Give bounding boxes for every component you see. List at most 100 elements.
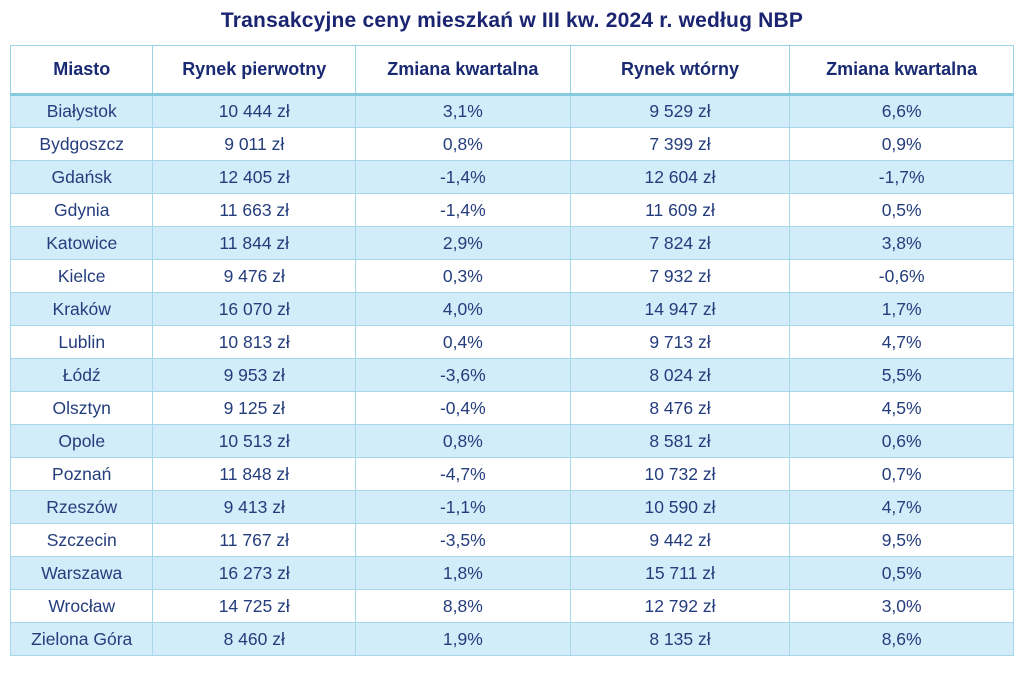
column-header-secondary-market: Rynek wtórny bbox=[569, 45, 791, 97]
quarterly-change-primary-cell: 3,1% bbox=[355, 94, 571, 129]
city-cell: Kraków bbox=[9, 292, 154, 327]
secondary-market-cell: 15 711 zł bbox=[569, 556, 791, 591]
quarterly-change-primary-cell: -4,7% bbox=[355, 457, 571, 492]
secondary-market-cell: 7 824 zł bbox=[569, 226, 791, 261]
quarterly-change-primary-cell: -1,4% bbox=[355, 160, 571, 195]
primary-market-cell: 8 460 zł bbox=[152, 622, 357, 657]
table-row: Białystok 10 444 zł 3,1% 9 529 zł 6,6% bbox=[9, 94, 1014, 129]
quarterly-change-secondary-cell: 0,9% bbox=[789, 127, 1014, 162]
secondary-market-cell: 8 135 zł bbox=[569, 622, 791, 657]
secondary-market-cell: 12 792 zł bbox=[569, 589, 791, 624]
city-cell: Wrocław bbox=[9, 589, 154, 624]
primary-market-cell: 9 413 zł bbox=[152, 490, 357, 525]
quarterly-change-secondary-cell: -0,6% bbox=[789, 259, 1014, 294]
table-header: Miasto Rynek pierwotny Zmiana kwartalna Ryn… bbox=[9, 45, 1014, 97]
table-body: Białystok 10 444 zł 3,1% 9 529 zł 6,6% Bydgos… bbox=[9, 94, 1014, 657]
quarterly-change-secondary-cell: 0,6% bbox=[789, 424, 1014, 459]
quarterly-change-secondary-cell: 0,5% bbox=[789, 556, 1014, 591]
quarterly-change-secondary-cell: 0,7% bbox=[789, 457, 1014, 492]
table-row: Olsztyn 9 125 zł -0,4% 8 476 zł 4,5% bbox=[9, 391, 1014, 426]
quarterly-change-primary-cell: 0,8% bbox=[355, 424, 571, 459]
city-cell: Szczecin bbox=[9, 523, 154, 558]
secondary-market-cell: 8 476 zł bbox=[569, 391, 791, 426]
quarterly-change-primary-cell: 0,4% bbox=[355, 325, 571, 360]
quarterly-change-primary-cell: -0,4% bbox=[355, 391, 571, 426]
city-cell: Zielona Góra bbox=[9, 622, 154, 657]
primary-market-cell: 11 844 zł bbox=[152, 226, 357, 261]
primary-market-cell: 11 767 zł bbox=[152, 523, 357, 558]
quarterly-change-secondary-cell: 3,0% bbox=[789, 589, 1014, 624]
primary-market-cell: 10 813 zł bbox=[152, 325, 357, 360]
city-cell: Warszawa bbox=[9, 556, 154, 591]
city-cell: Poznań bbox=[9, 457, 154, 492]
quarterly-change-secondary-cell: -1,7% bbox=[789, 160, 1014, 195]
quarterly-change-primary-cell: 1,8% bbox=[355, 556, 571, 591]
city-cell: Gdańsk bbox=[9, 160, 154, 195]
quarterly-change-secondary-cell: 6,6% bbox=[789, 94, 1014, 129]
quarterly-change-primary-cell: -3,6% bbox=[355, 358, 571, 393]
primary-market-cell: 16 273 zł bbox=[152, 556, 357, 591]
city-cell: Kielce bbox=[9, 259, 154, 294]
city-cell: Lublin bbox=[9, 325, 154, 360]
page-title: Transakcyjne ceny mieszkań w III kw. 202… bbox=[220, 9, 804, 32]
quarterly-change-primary-cell: -1,1% bbox=[355, 490, 571, 525]
secondary-market-cell: 11 609 zł bbox=[569, 193, 791, 228]
table-row: Łódź 9 953 zł -3,6% 8 024 zł 5,5% bbox=[9, 358, 1014, 393]
city-cell: Olsztyn bbox=[9, 391, 154, 426]
secondary-market-cell: 9 713 zł bbox=[569, 325, 791, 360]
secondary-market-cell: 9 529 zł bbox=[569, 94, 791, 129]
quarterly-change-primary-cell: 0,3% bbox=[355, 259, 571, 294]
table-row: Gdynia 11 663 zł -1,4% 11 609 zł 0,5% bbox=[9, 193, 1014, 228]
quarterly-change-secondary-cell: 9,5% bbox=[789, 523, 1014, 558]
table-row: Lublin 10 813 zł 0,4% 9 713 zł 4,7% bbox=[9, 325, 1014, 360]
primary-market-cell: 9 125 zł bbox=[152, 391, 357, 426]
quarterly-change-secondary-cell: 4,7% bbox=[789, 490, 1014, 525]
primary-market-cell: 9 011 zł bbox=[152, 127, 357, 162]
column-header-primary-market: Rynek pierwotny bbox=[152, 45, 357, 97]
quarterly-change-primary-cell: -1,4% bbox=[355, 193, 571, 228]
city-cell: Rzeszów bbox=[9, 490, 154, 525]
price-table: Miasto Rynek pierwotny Zmiana kwartalna Ryn… bbox=[9, 45, 1014, 657]
quarterly-change-primary-cell: 4,0% bbox=[355, 292, 571, 327]
table-row: Poznań 11 848 zł -4,7% 10 732 zł 0,7% bbox=[9, 457, 1014, 492]
quarterly-change-primary-cell: 0,8% bbox=[355, 127, 571, 162]
secondary-market-cell: 10 590 zł bbox=[569, 490, 791, 525]
table-row: Szczecin 11 767 zł -3,5% 9 442 zł 9,5% bbox=[9, 523, 1014, 558]
column-header-city: Miasto bbox=[9, 45, 154, 97]
primary-market-cell: 9 953 zł bbox=[152, 358, 357, 393]
table-row: Katowice 11 844 zł 2,9% 7 824 zł 3,8% bbox=[9, 226, 1014, 261]
city-cell: Bydgoszcz bbox=[9, 127, 154, 162]
secondary-market-cell: 8 024 zł bbox=[569, 358, 791, 393]
city-cell: Łódź bbox=[9, 358, 154, 393]
city-cell: Gdynia bbox=[9, 193, 154, 228]
primary-market-cell: 16 070 zł bbox=[152, 292, 357, 327]
quarterly-change-secondary-cell: 4,7% bbox=[789, 325, 1014, 360]
secondary-market-cell: 10 732 zł bbox=[569, 457, 791, 492]
quarterly-change-primary-cell: 1,9% bbox=[355, 622, 571, 657]
city-cell: Białystok bbox=[9, 94, 154, 129]
table-row: Kielce 9 476 zł 0,3% 7 932 zł -0,6% bbox=[9, 259, 1014, 294]
primary-market-cell: 10 444 zł bbox=[152, 94, 357, 129]
column-header-quarterly-change-primary: Zmiana kwartalna bbox=[355, 45, 571, 97]
quarterly-change-primary-cell: 8,8% bbox=[355, 589, 571, 624]
quarterly-change-secondary-cell: 4,5% bbox=[789, 391, 1014, 426]
secondary-market-cell: 7 932 zł bbox=[569, 259, 791, 294]
city-cell: Opole bbox=[9, 424, 154, 459]
secondary-market-cell: 14 947 zł bbox=[569, 292, 791, 327]
table-row: Rzeszów 9 413 zł -1,1% 10 590 zł 4,7% bbox=[9, 490, 1014, 525]
table-row: Wrocław 14 725 zł 8,8% 12 792 zł 3,0% bbox=[9, 589, 1014, 624]
primary-market-cell: 11 663 zł bbox=[152, 193, 357, 228]
quarterly-change-secondary-cell: 0,5% bbox=[789, 193, 1014, 228]
primary-market-cell: 12 405 zł bbox=[152, 160, 357, 195]
primary-market-cell: 9 476 zł bbox=[152, 259, 357, 294]
secondary-market-cell: 12 604 zł bbox=[569, 160, 791, 195]
quarterly-change-secondary-cell: 3,8% bbox=[789, 226, 1014, 261]
table-row: Bydgoszcz 9 011 zł 0,8% 7 399 zł 0,9% bbox=[9, 127, 1014, 162]
secondary-market-cell: 7 399 zł bbox=[569, 127, 791, 162]
quarterly-change-primary-cell: -3,5% bbox=[355, 523, 571, 558]
secondary-market-cell: 9 442 zł bbox=[569, 523, 791, 558]
quarterly-change-secondary-cell: 1,7% bbox=[789, 292, 1014, 327]
table-row: Warszawa 16 273 zł 1,8% 15 711 zł 0,5% bbox=[9, 556, 1014, 591]
quarterly-change-primary-cell: 2,9% bbox=[355, 226, 571, 261]
